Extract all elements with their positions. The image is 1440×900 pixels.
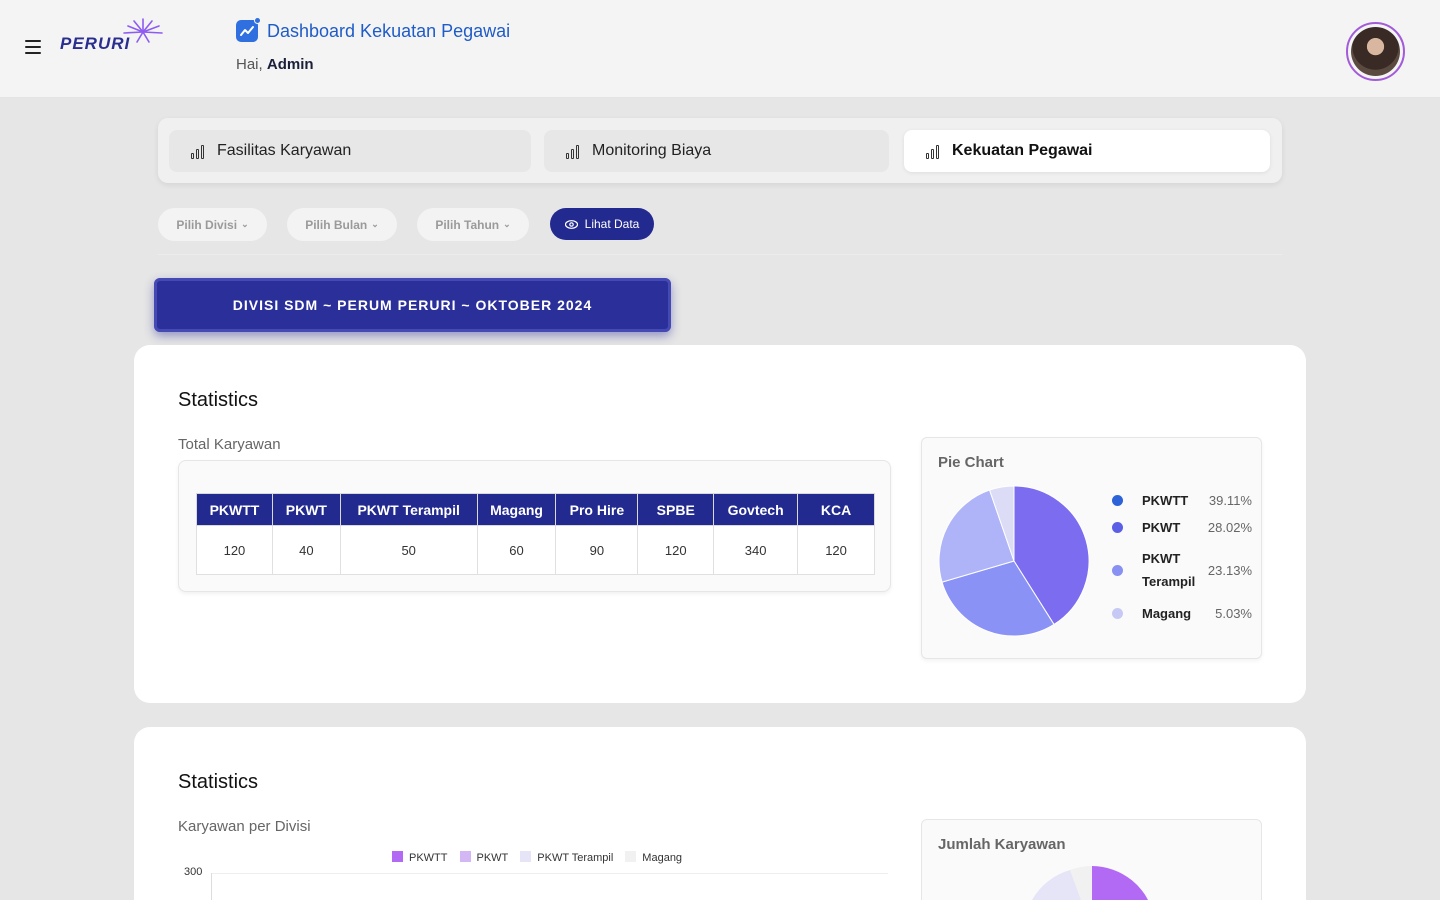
column-header: Pro Hire (555, 493, 639, 526)
chevron-down-icon: ⌄ (241, 219, 249, 229)
legend-label: PKWT Terampil (1142, 551, 1196, 589)
tab-bar: Fasilitas Karyawan Monitoring Biaya Keku… (158, 118, 1282, 183)
pie-slice-pkwt[interactable] (941, 560, 1055, 637)
page-heading: Dashboard Kekuatan Pegawai Hai, Admin (236, 17, 511, 73)
legend-item-magang[interactable]: Magang 5.03% (1112, 602, 1252, 625)
column-header: Magang (476, 493, 557, 526)
divider (158, 254, 1282, 255)
jumlah-karyawan-pie (1032, 866, 1148, 900)
tab-kekuatan-pegawai[interactable]: Kekuatan Pegawai (904, 130, 1270, 172)
tab-label: Fasilitas Karyawan (217, 142, 352, 159)
greeting: Hai, Admin (236, 56, 510, 73)
pie-slice-pkwt-terampil[interactable] (938, 489, 1015, 583)
bulan-select-label: Pilih Bulan (305, 217, 368, 232)
table-cell: 60 (476, 525, 557, 575)
total-karyawan-table-box: PKWTT PKWT PKWT Terampil Magang Pro Hire… (178, 460, 891, 592)
tab-monitoring-biaya[interactable]: Monitoring Biaya (544, 130, 889, 172)
lihat-data-button[interactable]: Lihat Data (550, 208, 654, 240)
tab-label: Kekuatan Pegawai (952, 142, 1093, 159)
trend-chart-icon (236, 17, 261, 42)
legend-percent: 39.11% (1208, 493, 1252, 508)
section-title: Statistics (178, 771, 259, 793)
column-header: PKWT (271, 493, 341, 526)
bar-chart-icon (566, 143, 584, 159)
column-header: PKWTT (196, 493, 273, 526)
divisi-select[interactable]: Pilih Divisi ⌄ (158, 208, 267, 241)
bar-chart-legend: PKWTT PKWT PKWT Terampil Magang (392, 851, 682, 864)
column-header: KCA (797, 493, 875, 526)
lihat-data-label: Lihat Data (584, 217, 640, 231)
avatar[interactable] (1346, 22, 1405, 81)
tab-fasilitas-karyawan[interactable]: Fasilitas Karyawan (169, 130, 531, 172)
divisi-select-label: Pilih Divisi (176, 217, 238, 232)
statistics-card-divisi: Statistics Karyawan per Divisi PKWTT PKW… (134, 727, 1306, 900)
legend-dot (1112, 522, 1123, 533)
legend-item-pkwt-terampil[interactable]: PKWT Terampil 23.13% (1112, 547, 1252, 593)
eye-icon (564, 219, 578, 229)
legend-item-pkwtt[interactable]: PKWTT 39.11% (1112, 489, 1252, 512)
division-banner: DIVISI SDM ~ PERUM PERURI ~ OKTOBER 2024 (154, 278, 671, 332)
tahun-select[interactable]: Pilih Tahun ⌄ (417, 208, 529, 241)
column-header: SPBE (637, 493, 715, 526)
table-cell: 40 (271, 525, 341, 575)
logo-burst-icon (123, 18, 163, 43)
bar-chart-icon (926, 143, 944, 159)
peruri-logo[interactable]: PERURI (60, 18, 170, 58)
table-cell: 120 (797, 525, 875, 575)
table-cell: 50 (339, 525, 478, 575)
y-axis-tick: 300 (184, 866, 203, 878)
legend-item[interactable]: Magang (625, 851, 682, 864)
legend-dot (1112, 564, 1123, 576)
y-axis (211, 873, 212, 900)
tahun-select-label: Pilih Tahun (435, 217, 500, 232)
legend-item[interactable]: PKWT (459, 851, 508, 864)
table-cell: 90 (555, 525, 639, 575)
page-title: Dashboard Kekuatan Pegawai (267, 20, 511, 41)
legend-dot (1112, 608, 1123, 619)
legend-percent: 28.02% (1207, 520, 1252, 535)
legend-percent: 5.03% (1215, 606, 1252, 621)
chevron-down-icon: ⌄ (371, 219, 379, 229)
table-header-row: PKWTT PKWT PKWT Terampil Magang Pro Hire… (196, 493, 875, 526)
pie-chart-title: Pie Chart (938, 454, 1004, 471)
table-cell: 120 (637, 525, 715, 575)
section-title: Statistics (178, 389, 259, 411)
bar-chart-icon (191, 143, 209, 159)
legend-item-pkwt[interactable]: PKWT 28.02% (1112, 516, 1252, 539)
legend-label: PKWT (1142, 520, 1181, 535)
legend-label: PKWTT (1142, 493, 1189, 508)
legend-item[interactable]: PKWTT (392, 851, 448, 864)
jumlah-karyawan-card: Jumlah Karyawan (921, 819, 1262, 900)
legend-dot (1112, 495, 1123, 506)
top-header: PERURI Dashboard Kekuatan Pegawai Hai, A… (0, 0, 1440, 98)
gridline (211, 873, 888, 874)
total-karyawan-table: PKWTT PKWT PKWT Terampil Magang Pro Hire… (196, 493, 875, 575)
statistics-card-total: Statistics Total Karyawan PKWTT PKWT PKW… (134, 345, 1306, 703)
legend-label: Magang (1142, 606, 1192, 621)
pie-chart-card: Pie Chart PKWTT 39.11% PKWT 28.02% PKWT … (921, 437, 1262, 659)
column-header: PKWT Terampil (339, 493, 478, 526)
pie-chart (938, 485, 1090, 637)
table-cell: 120 (196, 525, 273, 575)
logo-text: PERURI (60, 34, 131, 53)
bulan-select[interactable]: Pilih Bulan ⌄ (287, 208, 397, 241)
avatar-photo (1351, 27, 1400, 76)
section-subtitle: Total Karyawan (178, 436, 281, 453)
table-cell: 340 (713, 525, 799, 575)
user-name: Admin (266, 56, 314, 73)
greeting-prefix: Hai, (236, 56, 263, 73)
tab-label: Monitoring Biaya (592, 142, 712, 159)
pie-slice-magang[interactable] (988, 485, 1015, 562)
column-header: Govtech (713, 493, 799, 526)
pie-chart-title: Jumlah Karyawan (938, 836, 1066, 853)
table-row: 120 40 50 60 90 120 340 120 (196, 525, 875, 575)
legend-item[interactable]: PKWT Terampil (520, 851, 613, 864)
legend-percent: 23.13% (1207, 562, 1252, 578)
chevron-down-icon: ⌄ (503, 219, 511, 229)
menu-icon[interactable] (25, 40, 41, 54)
section-subtitle: Karyawan per Divisi (178, 818, 311, 835)
